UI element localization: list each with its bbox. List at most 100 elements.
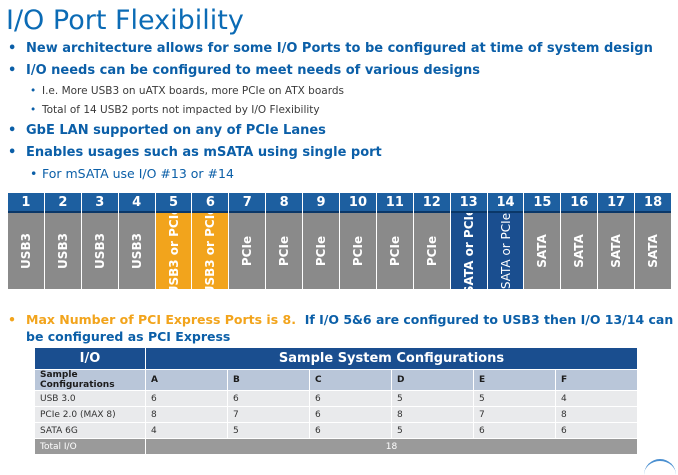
io-port-type-label: USB3 or PCIe bbox=[166, 213, 181, 289]
io-port-3: 3 USB3 bbox=[81, 193, 119, 289]
table-row: USB 3.0 6 6 6 5 5 4 bbox=[35, 391, 637, 406]
io-port-type-label: USB3 bbox=[129, 233, 144, 269]
table-cell: 6 bbox=[310, 423, 391, 438]
io-port-number: 15 bbox=[524, 193, 561, 213]
table-cell: 8 bbox=[146, 407, 227, 422]
io-port-18: 18 SATA bbox=[635, 193, 673, 289]
io-port-4: 4 USB3 bbox=[118, 193, 156, 289]
config-header: B bbox=[228, 370, 309, 390]
table-row: SATA 6G 4 5 6 5 6 6 bbox=[35, 423, 637, 438]
io-port-number: 18 bbox=[635, 193, 672, 213]
page-title: I/O Port Flexibility bbox=[6, 5, 244, 36]
io-port-type: PCIe bbox=[413, 213, 450, 289]
io-port-type: SATA bbox=[635, 213, 672, 289]
table-cell: 6 bbox=[146, 391, 227, 406]
io-port-number: 5 bbox=[155, 193, 192, 213]
table-cell: 5 bbox=[392, 391, 473, 406]
table-cell: 8 bbox=[556, 407, 637, 422]
table-cell: 7 bbox=[474, 407, 555, 422]
io-port-number: 16 bbox=[561, 193, 598, 213]
io-port-diagram: 1 USB3 2 USB3 3 USB3 4 USB3 5 USB3 or PCIe 6 USB3 o… bbox=[8, 193, 673, 289]
io-port-type: PCIe bbox=[303, 213, 340, 289]
table-cell: 4 bbox=[146, 423, 227, 438]
table-body: Sample Configurations A B C D E F USB 3.0 6 6 6 5 5 4… bbox=[35, 370, 637, 454]
io-port-9: 9 PCIe bbox=[303, 193, 341, 289]
io-port-type-label: SATA bbox=[646, 234, 661, 268]
io-port-type-label: SATA bbox=[572, 234, 587, 268]
io-port-number: 14 bbox=[487, 193, 524, 213]
io-port-type-label: PCIe bbox=[240, 235, 255, 267]
io-port-10: 10 PCIe bbox=[340, 193, 377, 289]
table-cell: 6 bbox=[310, 407, 391, 422]
table-row-label: Sample Configurations bbox=[35, 370, 145, 390]
table-row-label: Total I/O bbox=[35, 439, 145, 454]
io-port-number: 17 bbox=[598, 193, 635, 213]
table-cell: 6 bbox=[474, 423, 555, 438]
io-port-15: 15 SATA bbox=[524, 193, 562, 289]
config-header: E bbox=[474, 370, 555, 390]
bullet-item: New architecture allows for some I/O Por… bbox=[8, 40, 676, 57]
sub-bullet-item: I.e. More USB3 on uATX boards, more PCIe… bbox=[8, 84, 676, 98]
table-cell: 5 bbox=[474, 391, 555, 406]
io-port-type-label: USB3 or PCIe bbox=[203, 213, 218, 289]
io-port-type: SATA or PCIe bbox=[487, 213, 524, 289]
table-cell: 7 bbox=[228, 407, 309, 422]
io-port-7: 7 PCIe bbox=[229, 193, 267, 289]
io-port-type-label: PCIe bbox=[277, 235, 292, 267]
config-header: A bbox=[146, 370, 227, 390]
io-port-type: SATA bbox=[598, 213, 635, 289]
io-port-type: SATA bbox=[524, 213, 561, 289]
note-text: If I/O 5&6 are configured to USB3 then I… bbox=[26, 312, 674, 344]
io-port-number: 11 bbox=[376, 193, 413, 213]
sub-bullet-item: Total of 14 USB2 ports not impacted by I… bbox=[8, 103, 676, 117]
table-cell: 5 bbox=[228, 423, 309, 438]
io-port-number: 8 bbox=[266, 193, 303, 213]
config-header: F bbox=[556, 370, 637, 390]
io-port-number: 1 bbox=[8, 193, 44, 213]
io-port-number: 2 bbox=[44, 193, 81, 213]
config-header: D bbox=[392, 370, 473, 390]
bullet-item: Enables usages such as mSATA using singl… bbox=[8, 144, 676, 161]
table-row-label: PCIe 2.0 (MAX 8) bbox=[35, 407, 145, 422]
io-port-2: 2 USB3 bbox=[44, 193, 82, 289]
io-port-number: 9 bbox=[303, 193, 340, 213]
table-cell: 8 bbox=[392, 407, 473, 422]
sample-configurations-header: Sample System Configurations bbox=[146, 348, 637, 369]
io-port-type-label: SATA or PCIe bbox=[498, 213, 513, 289]
io-port-17: 17 SATA bbox=[598, 193, 636, 289]
io-port-type: PCIe bbox=[376, 213, 413, 289]
table-cell: 6 bbox=[556, 423, 637, 438]
table-cell: 5 bbox=[392, 423, 473, 438]
config-header: C bbox=[310, 370, 391, 390]
io-port-6: 6 USB3 or PCIe bbox=[192, 193, 230, 289]
sample-config-table: I/O Sample System Configurations Sample … bbox=[34, 347, 638, 455]
sub-bullet-item: For mSATA use I/O #13 or #14 bbox=[8, 166, 676, 182]
io-port-13: 13 SATA or PCIe bbox=[450, 193, 488, 289]
io-port-type: USB3 bbox=[81, 213, 118, 289]
io-port-type: USB3 or PCIe bbox=[155, 213, 192, 289]
table-row-label: SATA 6G bbox=[35, 423, 145, 438]
io-port-1: 1 USB3 bbox=[8, 193, 45, 289]
io-port-5: 5 USB3 or PCIe bbox=[155, 193, 193, 289]
table-row-label: USB 3.0 bbox=[35, 391, 145, 406]
table-cell: 6 bbox=[310, 391, 391, 406]
io-port-number: 13 bbox=[450, 193, 487, 213]
io-port-type-label: PCIe bbox=[387, 235, 402, 267]
io-port-type: SATA or PCIe bbox=[450, 213, 487, 289]
total-io-value: 18 bbox=[146, 439, 637, 454]
table-cell: 6 bbox=[228, 391, 309, 406]
io-port-11: 11 PCIe bbox=[376, 193, 414, 289]
io-port-12: 12 PCIe bbox=[413, 193, 451, 289]
io-port-type: PCIe bbox=[340, 213, 376, 289]
bullet-list: New architecture allows for some I/O Por… bbox=[8, 40, 676, 187]
io-port-type-label: USB3 bbox=[92, 233, 107, 269]
io-port-type-label: PCIe bbox=[314, 235, 329, 267]
io-port-type: PCIe bbox=[229, 213, 266, 289]
io-port-number: 3 bbox=[81, 193, 118, 213]
note-highlight: Max Number of PCI Express Ports is 8. bbox=[26, 312, 296, 327]
io-port-type-label: USB3 bbox=[55, 233, 70, 269]
io-port-type-label: SATA bbox=[535, 234, 550, 268]
io-port-8: 8 PCIe bbox=[266, 193, 304, 289]
io-port-type-label: SATA bbox=[609, 234, 624, 268]
io-port-type: USB3 bbox=[118, 213, 155, 289]
